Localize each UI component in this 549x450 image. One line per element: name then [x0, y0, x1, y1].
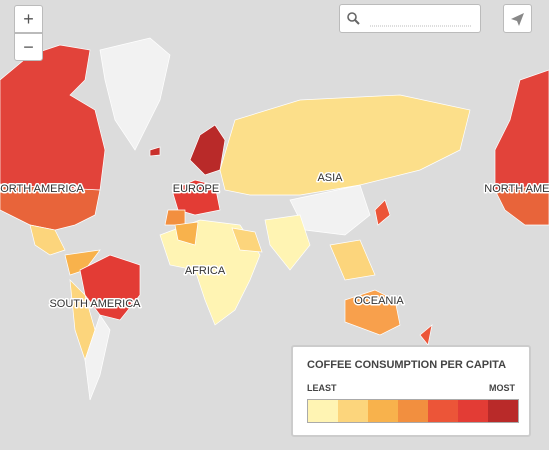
land — [344, 289, 401, 336]
legend-swatch — [458, 400, 488, 422]
legend-least: LEAST — [307, 383, 337, 393]
land — [494, 69, 549, 191]
legend-swatch — [338, 400, 368, 422]
locate-icon — [511, 13, 524, 26]
land — [419, 324, 433, 346]
region-label: NORTH AMERICA — [484, 183, 549, 195]
legend-scale — [307, 399, 519, 423]
land — [149, 146, 161, 157]
land — [189, 124, 226, 176]
land — [174, 221, 199, 246]
land — [264, 214, 311, 271]
search-box[interactable] — [339, 4, 481, 33]
legend-title: COFFEE CONSUMPTION PER CAPITA — [307, 359, 507, 371]
land — [219, 94, 471, 196]
region-label: EUROPE — [173, 183, 219, 195]
region-label: NORTH AMERICA — [0, 183, 84, 195]
land — [84, 314, 111, 401]
land — [329, 239, 376, 281]
land — [0, 44, 106, 191]
zoom-in[interactable]: + — [14, 5, 43, 33]
legend-most: MOST — [489, 383, 515, 393]
zoom-out[interactable]: − — [14, 33, 43, 61]
land — [164, 209, 186, 226]
legend-swatch — [428, 400, 458, 422]
land — [79, 254, 141, 321]
legend-swatch — [368, 400, 398, 422]
search-icon — [347, 12, 472, 27]
land — [29, 224, 66, 256]
land — [231, 227, 263, 253]
land — [99, 37, 171, 151]
land — [494, 184, 549, 226]
legend-swatch — [488, 400, 518, 422]
legend: COFFEE CONSUMPTION PER CAPITA LEAST MOST — [291, 345, 531, 437]
legend-swatch — [308, 400, 338, 422]
region-label: SOUTH AMERICA — [49, 298, 141, 310]
land — [159, 219, 261, 326]
region-label: ASIA — [317, 172, 343, 184]
locate-button[interactable] — [503, 4, 532, 33]
land — [374, 199, 391, 226]
region-label: OCEANIA — [354, 295, 404, 307]
region-label: AFRICA — [185, 265, 226, 277]
legend-swatch — [398, 400, 428, 422]
